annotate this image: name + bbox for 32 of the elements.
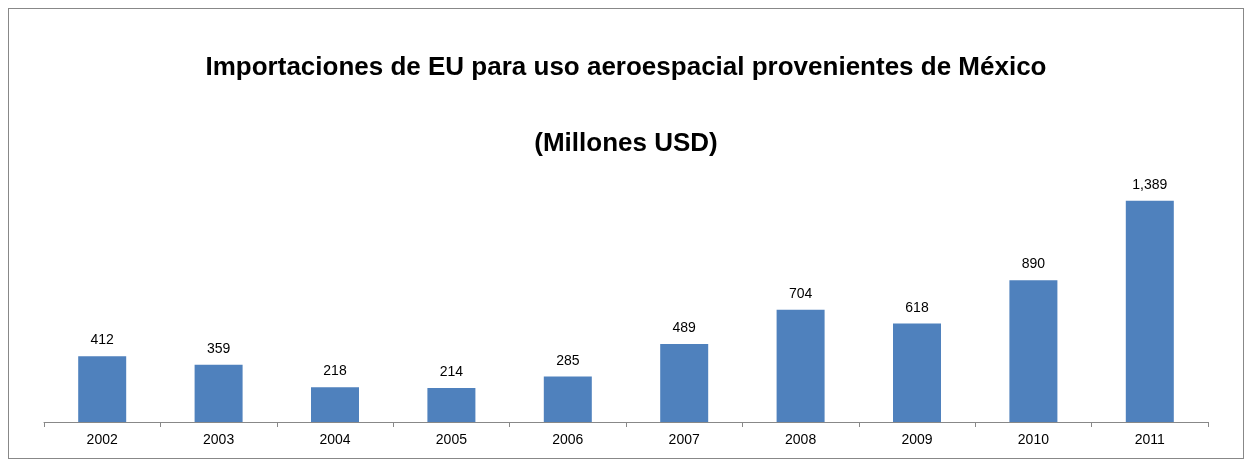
data-label: 890 (1021, 255, 1046, 272)
x-tick-label: 2006 (552, 431, 584, 447)
chart-title: Importaciones de EU para uso aeroespacial provenientes de México (205, 51, 1047, 81)
x-tick-label: 2005 (435, 431, 468, 447)
bar (893, 323, 941, 422)
data-label: 218 (323, 362, 347, 379)
data-label: 704 (788, 284, 813, 301)
bar (311, 387, 359, 422)
bar (194, 364, 243, 422)
bar (427, 387, 476, 422)
data-label: 489 (672, 319, 697, 336)
x-tick-label: 2011 (1134, 431, 1166, 447)
x-tick-label: 2003 (203, 431, 235, 447)
x-tick-label: 2002 (86, 431, 118, 447)
x-tick-label: 2008 (785, 431, 817, 447)
data-label: 214 (439, 362, 464, 379)
bar (776, 309, 825, 422)
data-label: 285 (556, 351, 580, 368)
bar (1125, 200, 1174, 422)
x-tick-label: 2004 (319, 431, 351, 447)
x-tick-label: 2007 (668, 431, 700, 447)
data-label: 359 (206, 339, 231, 356)
x-tick-label: 2010 (1017, 431, 1050, 447)
bar (660, 344, 709, 422)
data-label: 618 (905, 298, 929, 315)
bar (1009, 280, 1058, 422)
bar (78, 356, 127, 422)
x-tick-label: 2009 (901, 431, 933, 447)
data-label: 1,389 (1132, 175, 1168, 192)
data-label: 412 (90, 331, 115, 348)
chart-subtitle: (Millones USD) (534, 127, 718, 157)
bar (543, 376, 592, 422)
